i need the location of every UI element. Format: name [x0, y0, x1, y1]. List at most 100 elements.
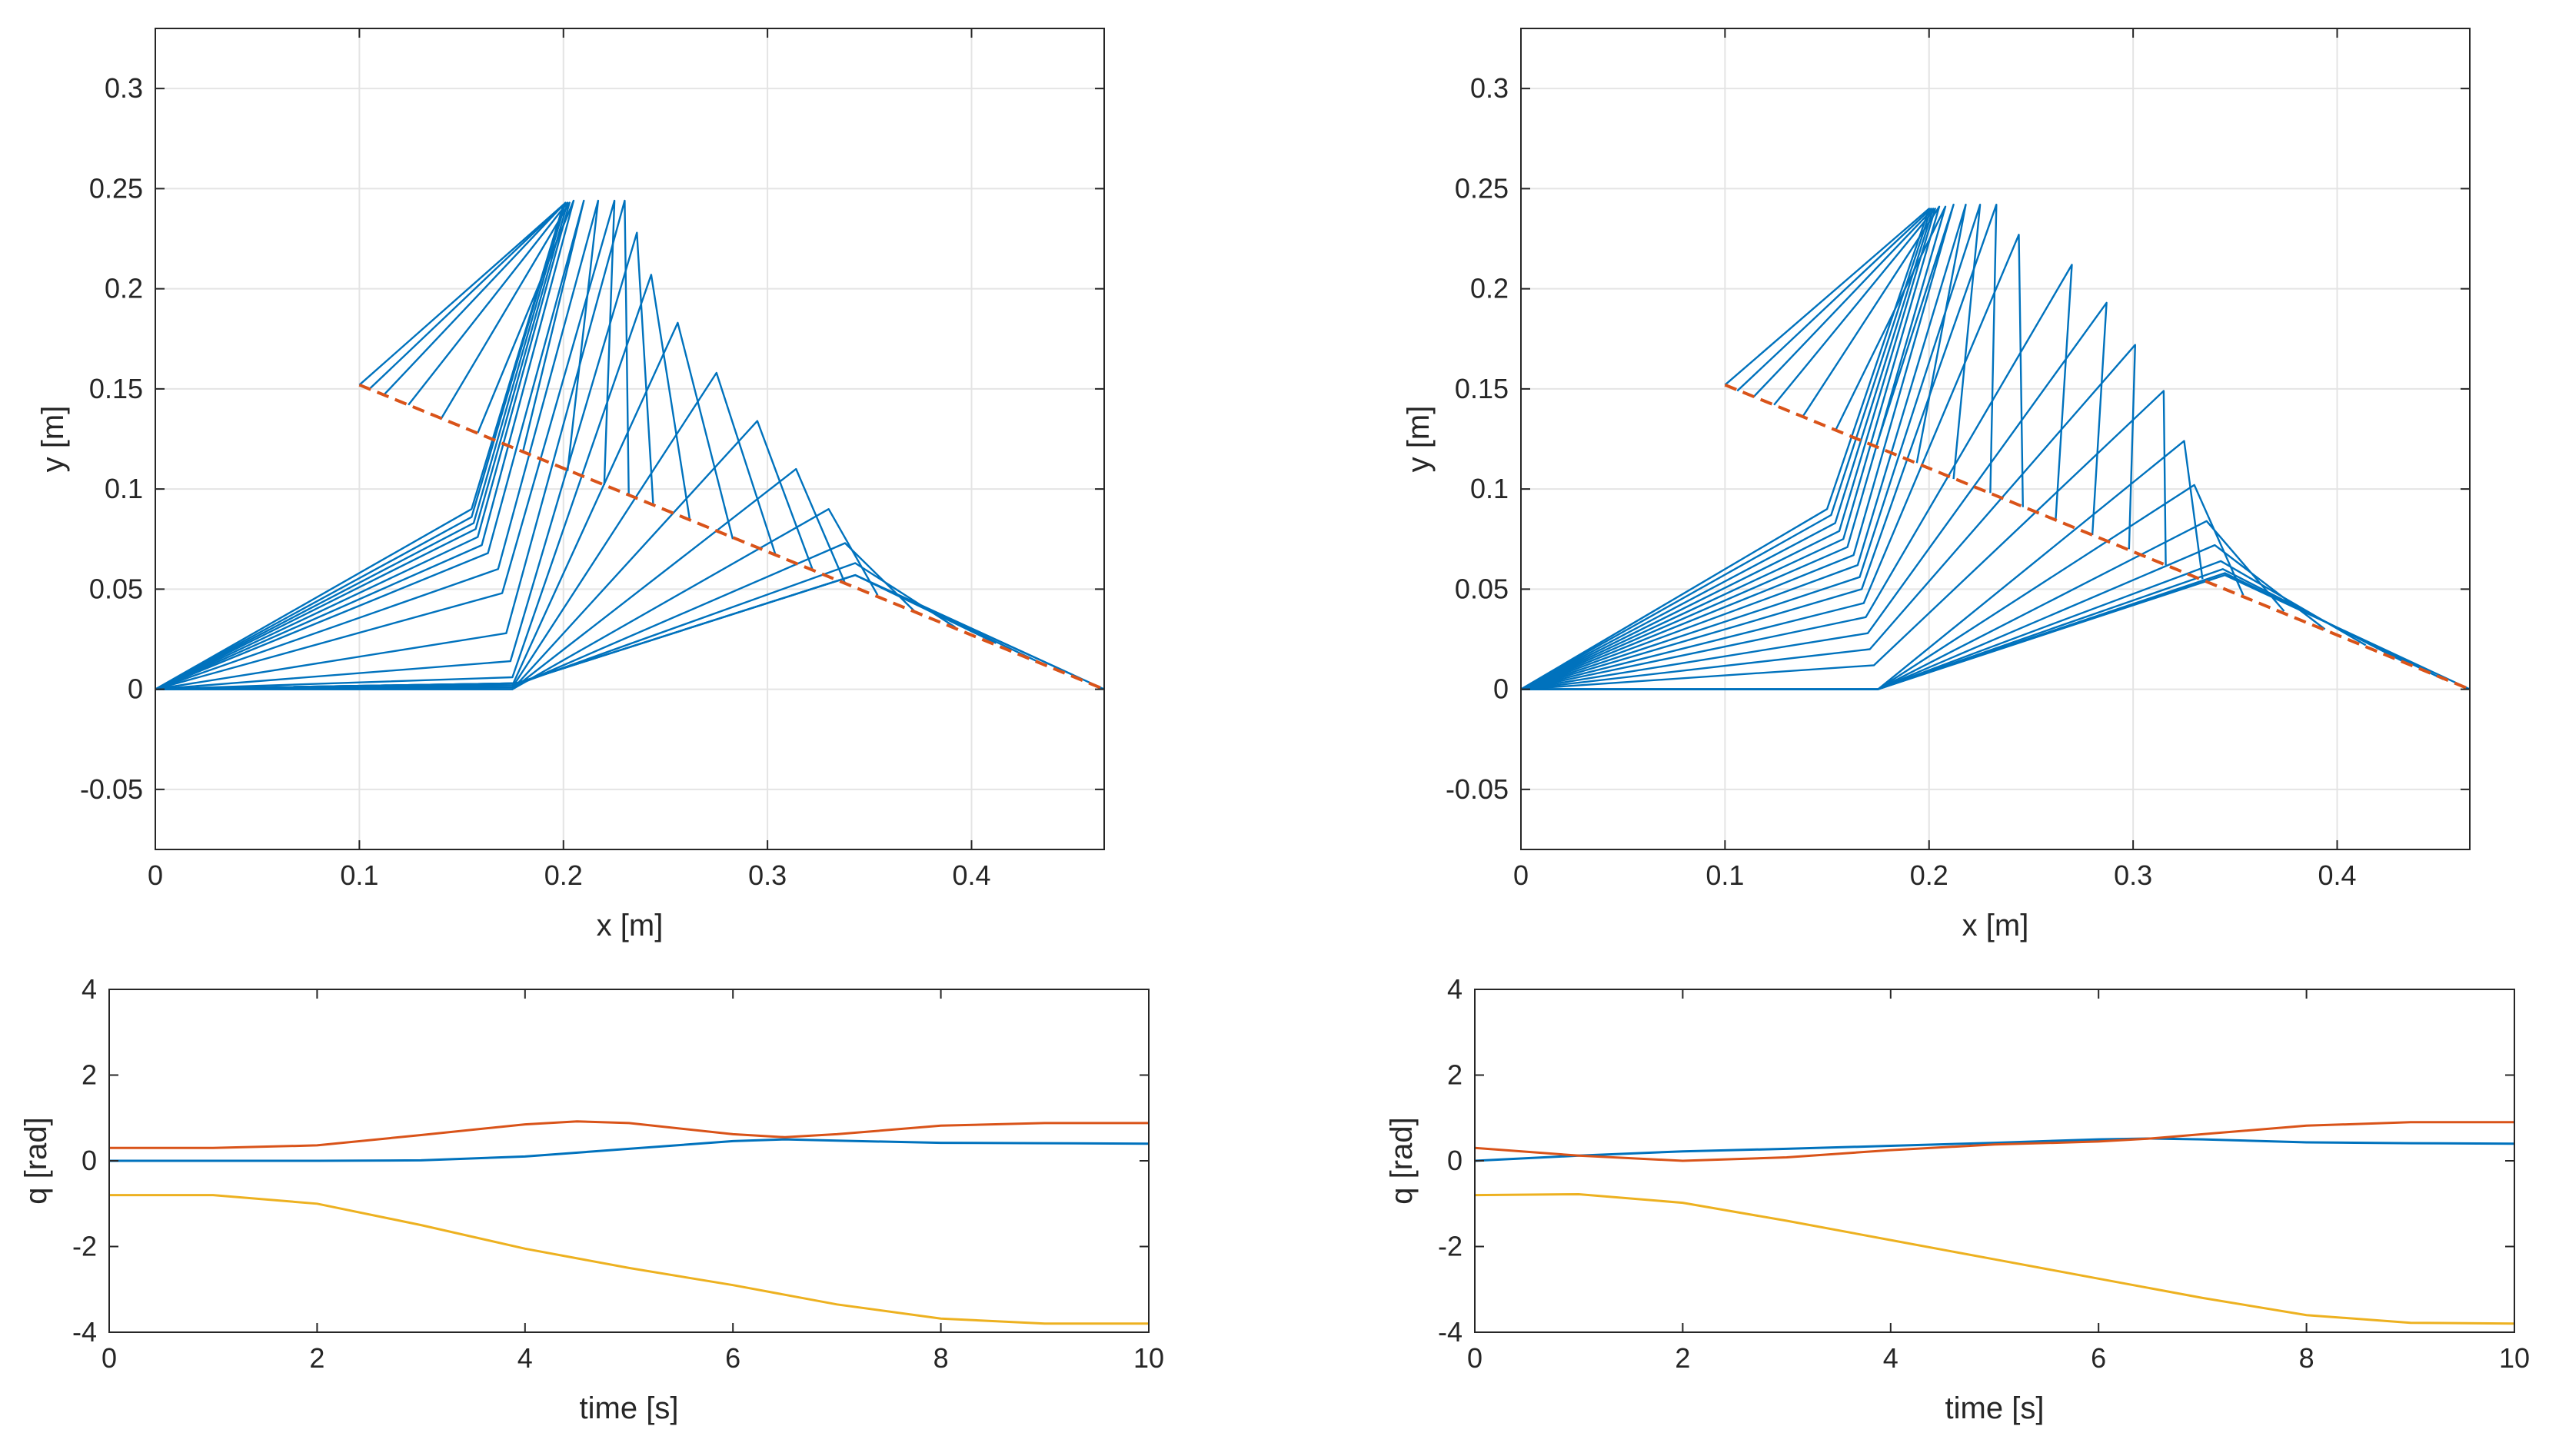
y-tick-label: -0.05 [1446, 773, 1509, 805]
y-axis-label: y [m] [1402, 406, 1436, 473]
arm-pose-16 [155, 467, 847, 690]
x-tick-label: 8 [2299, 1342, 2314, 1374]
x-tick-label: 0.2 [544, 859, 583, 891]
arm-pose-15 [1521, 390, 2167, 690]
y-tick-label: 0.1 [105, 473, 143, 504]
x-tick-label: 0.1 [1705, 859, 1744, 891]
arm-pose-13 [1521, 301, 2108, 690]
y-tick-label: 0.15 [1455, 373, 1509, 404]
arm-pose-10 [1521, 204, 1998, 690]
arm-pose-19 [155, 562, 956, 690]
x-tick-label: 0.1 [340, 859, 378, 891]
x-axis-label: time [s] [580, 1391, 679, 1425]
arm-pose-21 [1521, 568, 2408, 690]
y-tick-label: 4 [82, 973, 97, 1005]
arm-pose-23 [1521, 573, 2470, 690]
y-tick-label: 0.25 [89, 172, 143, 204]
arm-pose-22 [1521, 572, 2444, 690]
x-tick-label: 2 [309, 1342, 324, 1374]
x-tick-label: 0.3 [2114, 859, 2152, 891]
plot-area [109, 1120, 1149, 1325]
arm-pose-21 [155, 573, 1037, 690]
y-tick-label: -4 [72, 1316, 97, 1348]
y-tick-label: -2 [72, 1231, 97, 1262]
arm-pose-23 [155, 573, 1104, 690]
x-tick-label: 0.3 [748, 859, 787, 891]
x-tick-label: 10 [1133, 1342, 1164, 1374]
arm-pose-12 [1521, 264, 2073, 690]
y-tick-label: 0.05 [89, 573, 143, 604]
series-line-q1 [109, 1138, 1149, 1162]
x-tick-label: 0 [148, 859, 163, 891]
arm-pose-20 [155, 573, 997, 690]
arm-pose-1 [1521, 208, 1931, 690]
x-axis-label: x [m] [597, 909, 664, 942]
x-tick-label: 6 [2091, 1342, 2106, 1374]
series-line-q3 [109, 1194, 1149, 1325]
arm-pose-7 [155, 199, 585, 690]
y-axis-label: y [m] [36, 406, 70, 473]
arm-pose-8 [1521, 204, 1967, 690]
plot-area [1521, 204, 2470, 691]
arm-pose-8 [155, 199, 600, 690]
x-tick-label: 0 [1467, 1342, 1482, 1374]
x-tick-label: 2 [1675, 1342, 1690, 1374]
y-tick-label: 2 [1447, 1059, 1463, 1091]
plot-area [155, 199, 1104, 691]
end-effector-path [1724, 383, 2470, 691]
arm-pose-11 [155, 231, 654, 690]
arm-pose-3 [155, 201, 567, 690]
arm-pose-9 [155, 199, 616, 690]
panel-workspace-left: 0 0.1 0.2 0.3 0.4 -0.05 0 0.05 0.1 0.15 0.2 0.25 0.3… [36, 28, 1105, 942]
y-tick-label: -0.05 [80, 773, 143, 805]
y-tick-label: 0.3 [105, 72, 143, 104]
arm-pose-3 [1521, 208, 1935, 690]
plot-area [1475, 1121, 2514, 1325]
x-tick-label: 0.2 [1910, 859, 1948, 891]
y-tick-label: 0.25 [1455, 172, 1509, 204]
y-tick-label: 0.05 [1455, 573, 1509, 604]
x-tick-label: 10 [2499, 1342, 2530, 1374]
arm-pose-2 [155, 204, 564, 690]
y-tick-label: 0.2 [105, 273, 143, 304]
y-tick-label: 0.1 [1470, 473, 1509, 504]
y-tick-label: -4 [1438, 1316, 1463, 1348]
x-axis-label: x [m] [1962, 909, 2029, 942]
y-tick-label: 0 [1493, 673, 1509, 705]
panel-joints-left: 0 2 4 6 8 10 -4 -2 0 2 4 time [s] q [rad] [19, 973, 1164, 1425]
y-tick-label: 0.3 [1470, 72, 1509, 104]
arm-pose-5 [1521, 205, 1941, 690]
y-tick-label: 4 [1447, 973, 1463, 1005]
x-tick-label: 4 [517, 1342, 533, 1374]
panel-workspace-right: 0 0.1 0.2 0.3 0.4 -0.05 0 0.05 0.1 0.15 0.2 0.25 0.3… [1402, 28, 2471, 942]
series-line-q2 [109, 1120, 1149, 1149]
arm-pose-7 [1521, 204, 1955, 690]
axes-box [155, 28, 1105, 850]
series-line-q1 [1475, 1137, 2514, 1162]
x-tick-label: 8 [933, 1342, 949, 1374]
arm-pose-6 [1521, 205, 1947, 690]
arm-pose-18 [1521, 520, 2285, 690]
arm-pose-5 [155, 201, 571, 690]
x-axis-label: time [s] [1945, 1391, 2045, 1425]
x-tick-label: 0.4 [2318, 859, 2356, 891]
y-tick-label: 0 [1447, 1145, 1463, 1176]
arm-pose-1 [155, 204, 564, 690]
arm-pose-11 [1521, 234, 2024, 690]
x-tick-label: 0 [1513, 859, 1529, 891]
x-tick-label: 0.4 [952, 859, 990, 891]
arm-pose-4 [155, 201, 569, 690]
y-tick-label: 0.15 [89, 373, 143, 404]
arm-pose-9 [1521, 204, 1982, 690]
y-axis-label: q [rad] [19, 1117, 53, 1204]
x-tick-label: 4 [1883, 1342, 1898, 1374]
x-tick-label: 6 [725, 1342, 740, 1374]
y-tick-label: -2 [1438, 1231, 1463, 1262]
axes-box [1474, 989, 2515, 1333]
arm-pose-2 [1521, 208, 1932, 690]
y-tick-label: 0 [82, 1145, 97, 1176]
arm-pose-4 [1521, 208, 1936, 690]
arm-pose-18 [155, 542, 916, 690]
y-tick-label: 2 [82, 1059, 97, 1091]
arm-pose-6 [155, 199, 575, 690]
